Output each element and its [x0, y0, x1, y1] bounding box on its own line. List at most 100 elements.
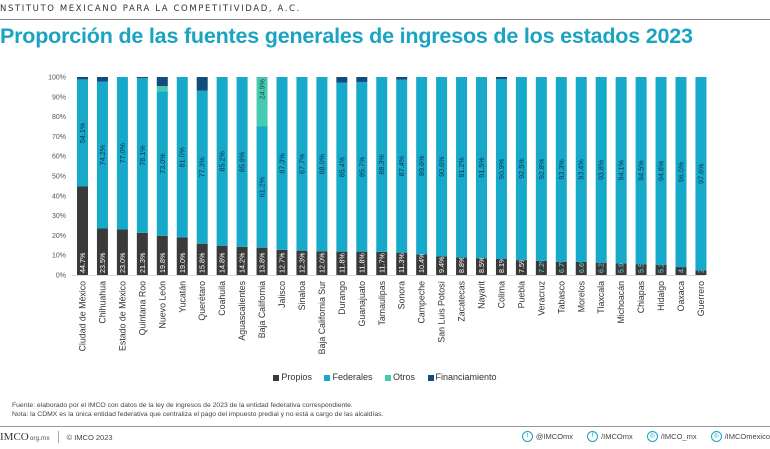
- data-label: 85.7%: [357, 156, 366, 177]
- data-label: 5.5%: [637, 256, 646, 273]
- x-tick-label: Coahuila: [217, 281, 227, 316]
- bar-segment-federales: [136, 78, 148, 233]
- bar-segment-federales: [456, 77, 468, 258]
- bar-group: 8.5% 91.5%: [476, 77, 487, 275]
- bar-group: 11.8% 85.7%: [356, 77, 368, 275]
- data-label: 88.0%: [317, 153, 326, 174]
- x-tick-label: Baja California: [257, 281, 267, 338]
- bar-group: 8.1% 90.9%: [495, 77, 507, 275]
- data-label: 5.9%: [617, 256, 626, 273]
- data-label: 15.8%: [198, 252, 207, 273]
- data-label: 81.0%: [178, 146, 187, 167]
- data-label: 73.0%: [158, 153, 167, 174]
- y-tick-label: 0%: [56, 273, 66, 280]
- bar-group: 21.3% 78.1%: [136, 77, 148, 275]
- bar-segment-federales: [675, 77, 687, 268]
- social-handle: /IMCOmx: [601, 432, 633, 441]
- bar-segment-propios: [416, 254, 428, 275]
- bar-segment-federales: [495, 78, 507, 259]
- bar-segment-federales: [316, 77, 328, 252]
- bar-segment-federales: [476, 77, 487, 259]
- bar-group: 14.2% 85.8%: [236, 77, 248, 275]
- data-label: 87.7%: [297, 153, 306, 174]
- bar-segment-federales: [276, 77, 288, 250]
- bar-segment-financiamiento: [77, 77, 88, 80]
- x-tick-label: Zacatecas: [457, 280, 467, 321]
- bar-group: 15.8% 77.3%: [196, 77, 208, 275]
- y-axis: 0% 10% 20% 30% 40% 50% 60% 70% 80% 90% 100%: [48, 75, 705, 280]
- x-tick-label: Durango: [337, 281, 347, 315]
- data-label: 8.1%: [497, 256, 506, 273]
- bar-group: 4.0%96.0%: [675, 77, 687, 275]
- data-label: 97.6%: [696, 163, 705, 184]
- legend-item-otros: Otros: [385, 372, 415, 382]
- y-tick-label: 30%: [52, 213, 66, 220]
- social-instagram[interactable]: ◎/IMCO_mx: [646, 431, 697, 442]
- bar-group: 19.8% 73.0%: [156, 77, 168, 275]
- bar-segment-federales: [655, 77, 667, 265]
- data-label: 8.5%: [477, 256, 486, 273]
- bar-segment-propios: [535, 260, 547, 275]
- bar-segment-federales: [176, 77, 188, 238]
- bar-segment-federales: [515, 77, 527, 261]
- data-label: 93.4%: [577, 159, 586, 180]
- bar-group: 11.3% 87.4%: [396, 77, 408, 275]
- x-tick-label: Aguascalientes: [237, 280, 247, 340]
- data-label: 6.6%: [577, 256, 586, 273]
- copyright: © IMCO 2023: [66, 432, 113, 442]
- bar-group: 11.7% 88.3%: [376, 77, 388, 275]
- y-tick-label: 20%: [52, 233, 66, 240]
- bar-segment-propios: [495, 258, 507, 275]
- y-tick-label: 60%: [52, 154, 66, 161]
- data-label: 61.2%: [258, 176, 267, 197]
- header-divider: [0, 19, 770, 20]
- social-instagram-2[interactable]: ◎/IMCOmexico: [710, 431, 770, 442]
- data-label: 14.2%: [238, 252, 247, 273]
- bars: 44.7% 54.1% 23.5% 74.2% 23.0% 77.0% 21.3% 78.1%…: [77, 77, 707, 275]
- social-twitter[interactable]: t @IMCOmx: [521, 431, 574, 442]
- x-tick-label: Baja California Sur: [317, 281, 327, 354]
- social-links: t @IMCOmx f/IMCOmx ◎/IMCO_mx ◎/IMCOmexico: [508, 431, 770, 442]
- bar-segment-propios: [96, 228, 108, 275]
- bar-segment-otros: [156, 86, 168, 92]
- data-label: 91.2%: [457, 156, 466, 177]
- data-label: 85.8%: [238, 151, 247, 172]
- x-tick-label: Nuevo León: [157, 281, 167, 329]
- cdmx-note: Nota: la CDMX es la única entidad federa…: [12, 411, 384, 418]
- bar-segment-federales: [336, 82, 348, 252]
- x-tick-label: Jalisco: [277, 281, 287, 308]
- x-tick-label: Sonora: [397, 281, 407, 309]
- legend-swatch-federales: [324, 374, 331, 381]
- bar-segment-financiamiento: [96, 77, 108, 82]
- data-label: 78.1%: [138, 145, 147, 166]
- bar-segment-federales: [575, 77, 587, 262]
- y-tick-label: 10%: [52, 253, 66, 260]
- bar-segment-federales: [416, 77, 428, 255]
- data-label: 93.8%: [597, 159, 606, 180]
- bar-group: 6.7% 93.3%: [555, 77, 567, 275]
- bar-segment-propios: [256, 247, 268, 275]
- data-label: 6.2%: [597, 256, 606, 273]
- x-tick-label: Veracruz: [536, 281, 546, 316]
- bar-segment-financiamiento: [336, 77, 348, 83]
- social-handle: @IMCOmx: [535, 432, 574, 441]
- x-tick-label: Michoacán: [616, 281, 626, 324]
- data-label: 19.0%: [178, 252, 187, 273]
- bar-segment-propios: [635, 264, 647, 275]
- bar-segment-federales: [116, 77, 128, 230]
- social-facebook[interactable]: f/IMCOmx: [587, 431, 633, 442]
- bar-segment-financiamiento: [136, 77, 148, 79]
- bar-segment-propios: [655, 264, 667, 275]
- bar-segment-federales: [635, 77, 647, 265]
- data-label: 87.4%: [397, 155, 406, 176]
- bar-segment-federales: [356, 81, 368, 252]
- data-label: 13.8%: [258, 252, 267, 273]
- bar-segment-federales: [396, 79, 408, 253]
- x-tick-label: Puebla: [516, 281, 526, 308]
- bar-segment-federales: [77, 79, 88, 187]
- y-tick-label: 90%: [52, 94, 66, 101]
- chart-title: Proporción de las fuentes generales de i…: [0, 24, 693, 48]
- x-tick-label: Ciudad de México: [78, 281, 88, 352]
- bar-segment-financiamiento: [396, 77, 408, 80]
- data-label: 11.8%: [337, 253, 346, 273]
